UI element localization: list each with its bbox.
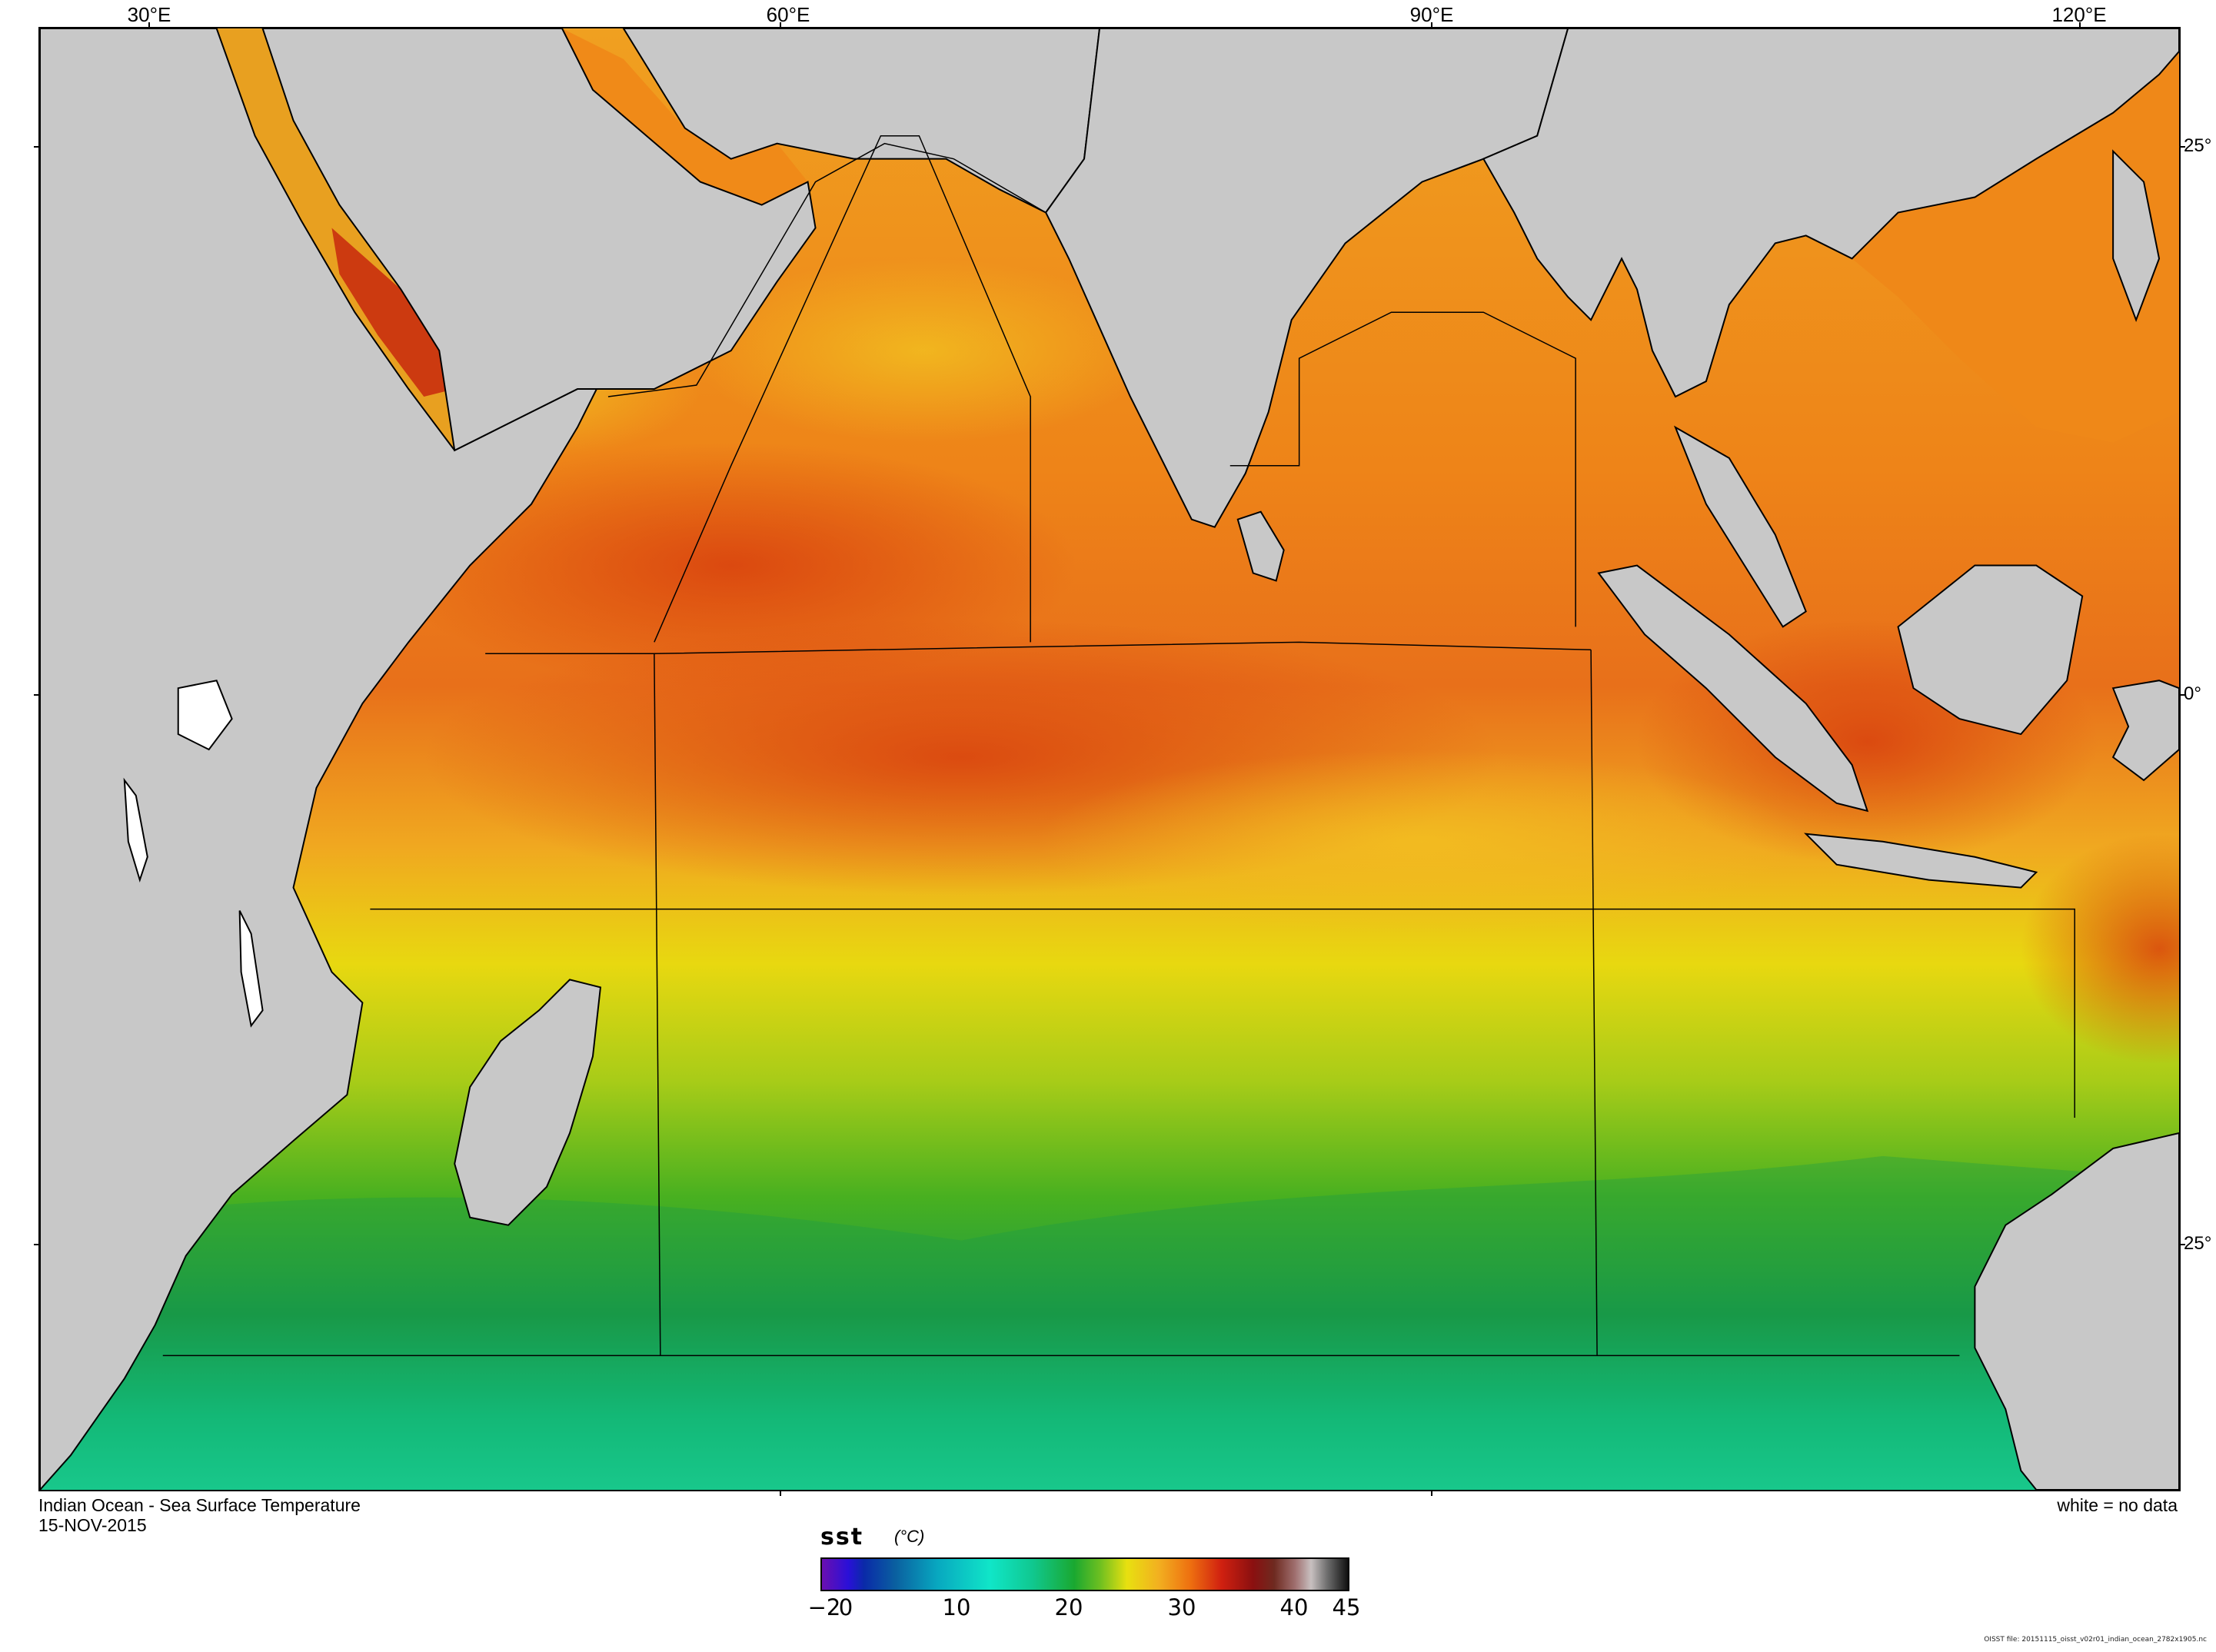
- meridian-boundary: [654, 653, 661, 1356]
- map-title: Indian Ocean - Sea Surface Temperature: [38, 1495, 361, 1515]
- lon-tick-30e: [148, 22, 150, 28]
- lon-tick-bottom: [780, 1490, 781, 1496]
- colorbar-variable: sst: [820, 1524, 864, 1551]
- persian-gulf: [562, 28, 808, 205]
- philippines: [2112, 149, 2161, 323]
- red-sea-hotspot: [331, 228, 455, 397]
- java: [1804, 833, 2038, 889]
- lon-tick-60e: [780, 22, 781, 28]
- lon-label-60e: 60°E: [766, 3, 810, 26]
- lat-tick-left: [34, 146, 40, 148]
- landmasses: [40, 28, 2179, 1490]
- cool-water-band: [40, 1155, 2179, 1490]
- colorbar-tick-label: 45: [1332, 1594, 1361, 1620]
- lake-victoria: [177, 680, 233, 751]
- lon-label-90e: 90°E: [1409, 3, 1454, 26]
- malay-peninsula: [1673, 425, 1807, 628]
- lat-tick-left: [34, 694, 40, 696]
- sst-map: [38, 27, 2181, 1491]
- sulawesi: [2111, 680, 2179, 782]
- map-date: 15-NOV-2015: [38, 1515, 147, 1535]
- arabian-peninsula: [261, 28, 817, 452]
- cool-anomaly: [692, 258, 1153, 443]
- sst-map-canvas: [40, 28, 2179, 1490]
- colorbar-unit: (°C): [894, 1527, 925, 1546]
- southern-boundary: [370, 908, 2075, 1119]
- madagascar: [454, 979, 602, 1226]
- lake-malawi: [238, 910, 264, 1028]
- lon-tick-120e: [2079, 22, 2081, 28]
- colorbar-tick-label: 0: [838, 1594, 853, 1620]
- indian-subcontinent: [1044, 28, 1569, 528]
- southeast-asia-mainland: [1482, 28, 2179, 398]
- australia: [1974, 1132, 2179, 1490]
- lat-tick-right: [2179, 694, 2185, 696]
- cool-anomaly: [1038, 750, 1806, 934]
- no-data-areas: [123, 680, 264, 1028]
- lon-tick-90e: [1431, 22, 1432, 28]
- colorbar-tick-label: −2: [807, 1594, 841, 1620]
- colorbar-tick-label: 40: [1279, 1594, 1309, 1620]
- bay-of-bengal-boundary: [1229, 311, 1576, 627]
- region-boundaries: [162, 135, 2075, 1357]
- lon-label-30e: 30°E: [127, 3, 171, 26]
- no-data-legend: white = no data: [2057, 1495, 2178, 1515]
- lat-tick-left: [34, 1244, 40, 1245]
- africa-land: [40, 28, 624, 1490]
- lat-tick-right: [2179, 1244, 2185, 1245]
- lake-tanganyika: [123, 777, 148, 883]
- arabian-sea-boundary: [654, 135, 1031, 643]
- colorbar-tick-label: 20: [1054, 1594, 1083, 1620]
- borneo: [1897, 564, 2084, 736]
- lat-tick-right: [2179, 146, 2185, 148]
- colorbar-tick-label: 10: [942, 1594, 971, 1620]
- sri-lanka: [1236, 510, 1285, 582]
- sumatra: [1597, 564, 1869, 813]
- lon-tick-bottom: [1431, 1490, 1432, 1496]
- lon-label-120e: 120°E: [2051, 3, 2107, 26]
- source-file-note: OISST file: 20151115_oisst_v02r01_indian…: [1984, 1636, 2207, 1644]
- lat-label-equator: 0°: [2184, 683, 2201, 704]
- colorbar-tick-label: 30: [1167, 1594, 1196, 1620]
- colorbar: [820, 1557, 1349, 1591]
- lat-label-25s: 25°: [2184, 1233, 2212, 1254]
- equator-boundary: [485, 641, 1592, 655]
- warm-anomaly: [2021, 833, 2179, 1065]
- arabian-sea-boundary: [607, 142, 1046, 397]
- meridian-boundary: [1590, 650, 1598, 1356]
- warm-anomaly: [385, 442, 1077, 689]
- lat-label-25n: 25°: [2184, 135, 2212, 156]
- south-china-sea: [1852, 51, 2179, 443]
